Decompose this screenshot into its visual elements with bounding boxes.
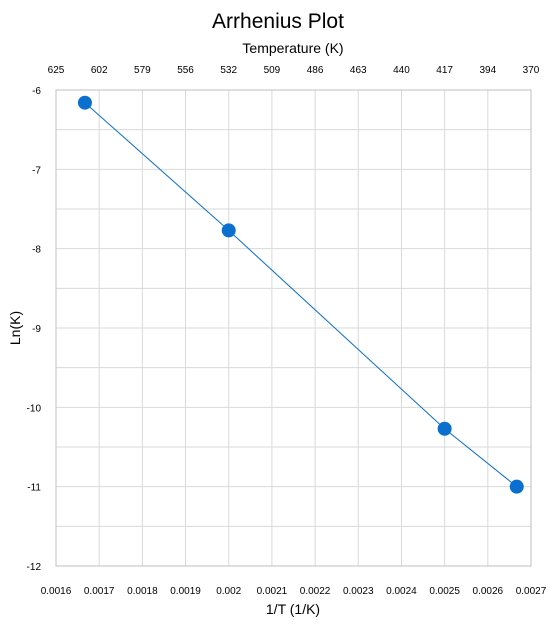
tick-labels: 0.0016 0.0017 0.0018 0.0019 0.002 0.0021 0.002…	[27, 65, 547, 597]
top-tick-label: 625	[48, 65, 65, 76]
top-tick-label: 532	[220, 65, 237, 76]
top-axis-title: Temperature (K)	[242, 40, 343, 56]
top-tick-label: 394	[479, 65, 496, 76]
top-tick-label: 602	[91, 65, 108, 76]
top-tick-label: 486	[307, 65, 324, 76]
top-tick-label: 463	[350, 65, 367, 76]
x-tick-label: 0.0024	[386, 586, 417, 597]
y-axis-title: Ln(K)	[7, 311, 23, 345]
x-tick-label: 0.0021	[257, 586, 288, 597]
data-point	[221, 223, 236, 238]
x-tick-label: 0.0027	[516, 586, 547, 597]
x-tick-label: 0.0025	[429, 586, 460, 597]
y-tick-label: -6	[32, 86, 41, 97]
y-tick-label: -9	[32, 324, 41, 335]
x-tick-label: 0.0026	[473, 586, 504, 597]
x-tick-label: 0.0017	[84, 586, 115, 597]
y-tick-label: -7	[32, 165, 41, 176]
data-point	[509, 479, 524, 494]
top-tick-label: 370	[523, 65, 540, 76]
y-tick-label: -11	[27, 483, 41, 494]
top-tick-label: 417	[436, 65, 453, 76]
y-tick-label: -8	[32, 245, 41, 256]
x-tick-label: 0.0016	[41, 586, 72, 597]
data-series	[77, 95, 524, 494]
x-tick-label: 0.0019	[170, 586, 201, 597]
top-tick-label: 556	[177, 65, 194, 76]
top-tick-label: 509	[264, 65, 281, 76]
x-tick-label: 0.0018	[127, 586, 158, 597]
series-line	[84, 102, 518, 488]
x-axis-title: 1/T (1/K)	[266, 601, 320, 617]
x-tick-label: 0.0022	[300, 586, 331, 597]
y-tick-label: -10	[27, 403, 42, 414]
x-tick-label: 0.0023	[343, 586, 374, 597]
grid	[55, 89, 532, 567]
data-point	[437, 421, 452, 436]
chart-title: Arrhenius Plot	[212, 10, 344, 33]
data-point	[77, 95, 92, 110]
top-tick-label: 440	[393, 65, 410, 76]
top-tick-label: 579	[134, 65, 151, 76]
plot-frame	[55, 89, 532, 567]
y-tick-label: -12	[27, 562, 42, 573]
x-tick-label: 0.002	[216, 586, 241, 597]
